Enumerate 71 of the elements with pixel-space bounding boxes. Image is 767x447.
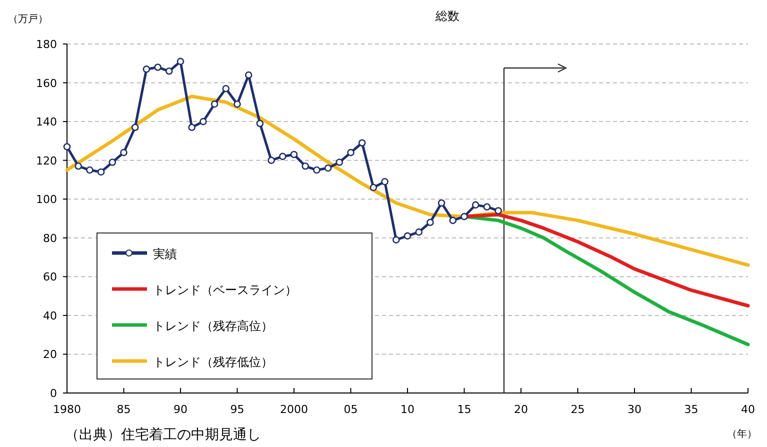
text: （出典）住宅着工の中期見通し bbox=[65, 427, 261, 443]
point bbox=[279, 152, 286, 160]
point bbox=[460, 212, 468, 220]
x-tick-label: 05 bbox=[344, 403, 358, 416]
legend-label: トレンド（ベースライン） bbox=[153, 283, 297, 297]
x-tick-label: 2000 bbox=[280, 403, 308, 416]
point bbox=[166, 67, 173, 75]
chart-title: 総数 bbox=[434, 9, 460, 23]
x-tick-label: 25 bbox=[570, 403, 585, 416]
y-tick-label: 140 bbox=[36, 116, 57, 129]
point bbox=[313, 166, 320, 174]
point bbox=[415, 228, 422, 236]
line-series bbox=[65, 94, 750, 267]
point bbox=[392, 236, 400, 244]
point bbox=[268, 156, 275, 164]
y-tick-label: 20 bbox=[43, 348, 57, 362]
y-tick-label: 100 bbox=[36, 193, 57, 206]
x-tick-label: 85 bbox=[116, 403, 131, 416]
legend-label: トレンド（残存低位） bbox=[153, 355, 273, 369]
y-tick-label: 160 bbox=[36, 76, 57, 90]
y-tick-label: 40 bbox=[43, 309, 57, 322]
point bbox=[404, 232, 412, 240]
x-tick-label: 10 bbox=[400, 403, 414, 416]
y-tick-label: 180 bbox=[36, 38, 57, 51]
point bbox=[256, 120, 264, 128]
point bbox=[108, 158, 116, 166]
point bbox=[472, 201, 480, 209]
point bbox=[222, 84, 230, 92]
x-tick-label: 20 bbox=[514, 403, 528, 416]
y-tick-label: 0 bbox=[50, 387, 57, 400]
x-tick-label: 90 bbox=[174, 403, 188, 416]
y-tick-label: 60 bbox=[43, 270, 57, 284]
legend-label: 実績 bbox=[153, 247, 177, 261]
x-tick-label: 40 bbox=[741, 403, 755, 416]
x-tick-label: 15 bbox=[457, 403, 472, 416]
point bbox=[200, 118, 207, 126]
point bbox=[97, 168, 105, 176]
point bbox=[210, 100, 218, 108]
point bbox=[302, 162, 309, 170]
point bbox=[131, 124, 139, 132]
x-tick-label: 95 bbox=[230, 403, 244, 416]
point bbox=[290, 150, 298, 158]
x-tick-label: 1980 bbox=[53, 403, 81, 416]
point bbox=[381, 178, 388, 186]
y-tick-label: 80 bbox=[43, 232, 57, 245]
point bbox=[188, 124, 196, 132]
y-tick-label: 120 bbox=[36, 154, 57, 168]
point bbox=[336, 158, 344, 166]
point bbox=[324, 164, 332, 172]
legend-label: トレンド（残存高位） bbox=[153, 319, 273, 333]
point bbox=[86, 166, 94, 174]
point bbox=[347, 148, 354, 156]
point bbox=[234, 100, 241, 108]
point bbox=[120, 148, 128, 156]
point bbox=[63, 143, 71, 150]
point bbox=[142, 66, 150, 73]
point bbox=[154, 64, 162, 71]
point bbox=[483, 203, 491, 211]
point bbox=[426, 218, 434, 226]
point bbox=[370, 184, 378, 192]
point bbox=[176, 58, 184, 66]
point bbox=[438, 199, 446, 207]
point bbox=[449, 216, 457, 224]
x-axis-title: （年） bbox=[727, 428, 757, 440]
point bbox=[358, 139, 366, 147]
x-tick-label: 35 bbox=[684, 403, 698, 416]
y-axis-title: （万戸） bbox=[8, 14, 48, 25]
point bbox=[244, 71, 252, 79]
point bbox=[74, 162, 82, 170]
point bbox=[494, 207, 502, 214]
x-tick-label: 30 bbox=[628, 403, 642, 416]
